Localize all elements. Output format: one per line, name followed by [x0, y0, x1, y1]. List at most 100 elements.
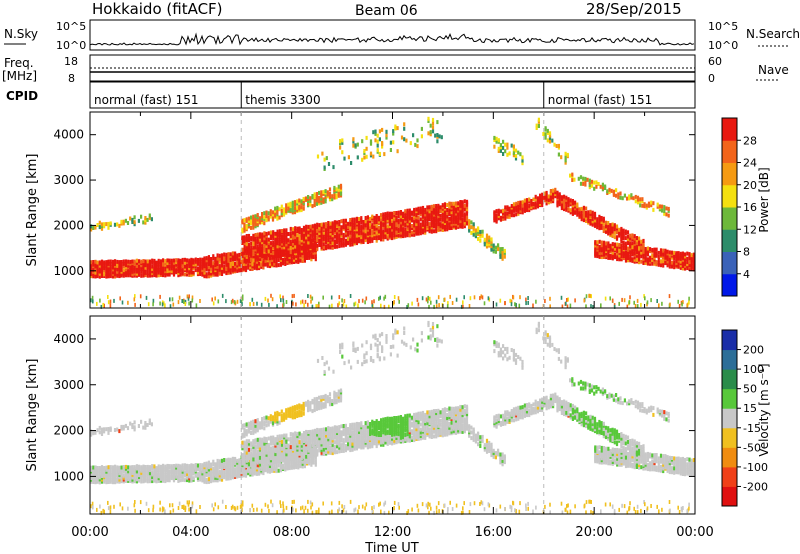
power-cell [245, 217, 248, 222]
power-cell [177, 273, 180, 278]
power-cell [252, 247, 255, 252]
power-cell [528, 197, 531, 202]
power-cell [289, 234, 292, 239]
power-cell [274, 242, 277, 246]
power-cell [315, 201, 318, 206]
power-cell [234, 261, 237, 266]
power-cell [372, 130, 375, 135]
power-cell [142, 265, 145, 270]
velocity-cell [109, 465, 112, 470]
power-cell [258, 216, 261, 221]
power-cell [300, 300, 302, 305]
power-cell [261, 238, 264, 243]
power-cell [393, 211, 396, 215]
power-cell [207, 257, 210, 262]
power-cell [448, 216, 451, 221]
power-cell [410, 224, 414, 228]
power-cell [425, 297, 428, 302]
power-cell [105, 222, 108, 227]
velocity-cell [133, 465, 136, 470]
power-cell [429, 123, 432, 128]
power-cell [196, 266, 200, 271]
power-cell [473, 295, 476, 300]
power-cell [118, 269, 121, 274]
velocity-cell [254, 438, 257, 443]
power-cell [618, 243, 621, 247]
power-cell [218, 270, 221, 275]
power-cell [541, 192, 544, 197]
power-cell [316, 227, 319, 232]
power-cell [376, 133, 379, 138]
power-cell [256, 257, 259, 262]
power-cell [291, 294, 294, 299]
power-cell [274, 236, 277, 241]
power-cell [243, 246, 246, 251]
power-cell [501, 247, 504, 251]
power-cell [103, 272, 106, 277]
power-cell [214, 256, 217, 261]
power-cell [129, 216, 132, 221]
power-cell [633, 234, 636, 239]
power-cell [472, 222, 475, 227]
velocity-cell [148, 465, 152, 470]
power-cell [276, 246, 279, 251]
power-cell [403, 122, 406, 127]
power-cell [269, 241, 273, 246]
power-cell [395, 211, 398, 215]
power-cell [166, 261, 169, 266]
power-cell [344, 218, 347, 223]
velocity-cell [92, 465, 95, 470]
power-cell [633, 245, 636, 250]
power-cell [341, 150, 344, 155]
power-cell [358, 217, 361, 221]
velocity-cell [267, 436, 270, 441]
power-cell [162, 264, 165, 269]
power-cell [291, 227, 295, 232]
power-cell [272, 242, 275, 247]
power-cell [534, 201, 537, 206]
power-cell [585, 206, 588, 211]
power-cell [576, 202, 579, 207]
nsky-strip [89, 19, 696, 51]
power-cell [679, 251, 682, 256]
power-cell [286, 255, 289, 260]
power-cell [184, 302, 187, 306]
power-cell [598, 244, 601, 249]
power-cell [580, 212, 583, 217]
power-cell [280, 208, 283, 213]
power-cell [393, 300, 395, 305]
power-cell [407, 303, 410, 308]
power-cell [99, 298, 101, 303]
power-cell [583, 298, 586, 303]
power-cell [283, 228, 286, 233]
velocity-cell [263, 436, 266, 441]
power-cell [223, 254, 226, 259]
power-cell [316, 231, 319, 235]
power-cell [409, 141, 412, 146]
power-cell [388, 211, 391, 216]
power-cell [170, 262, 173, 267]
power-cell [285, 253, 288, 258]
power-cell [504, 205, 507, 210]
power-cell [223, 259, 226, 264]
power-cell [502, 139, 505, 144]
power-cell [283, 302, 285, 307]
power-cell [450, 215, 453, 220]
power-cell [134, 302, 136, 307]
power-cell [263, 247, 266, 252]
power-cell [631, 233, 634, 238]
power-cell [463, 295, 465, 300]
power-cell [268, 264, 272, 269]
power-cell [439, 222, 442, 227]
power-cell [151, 264, 154, 269]
velocity-cell [316, 449, 319, 454]
power-cell [577, 176, 580, 181]
power-cell [142, 267, 145, 272]
power-cell [316, 224, 319, 229]
power-cell [316, 154, 320, 159]
power-cell [162, 258, 165, 263]
power-cell [397, 210, 400, 215]
power-cell [606, 189, 609, 194]
power-cell [504, 301, 506, 306]
power-cell [398, 299, 400, 304]
